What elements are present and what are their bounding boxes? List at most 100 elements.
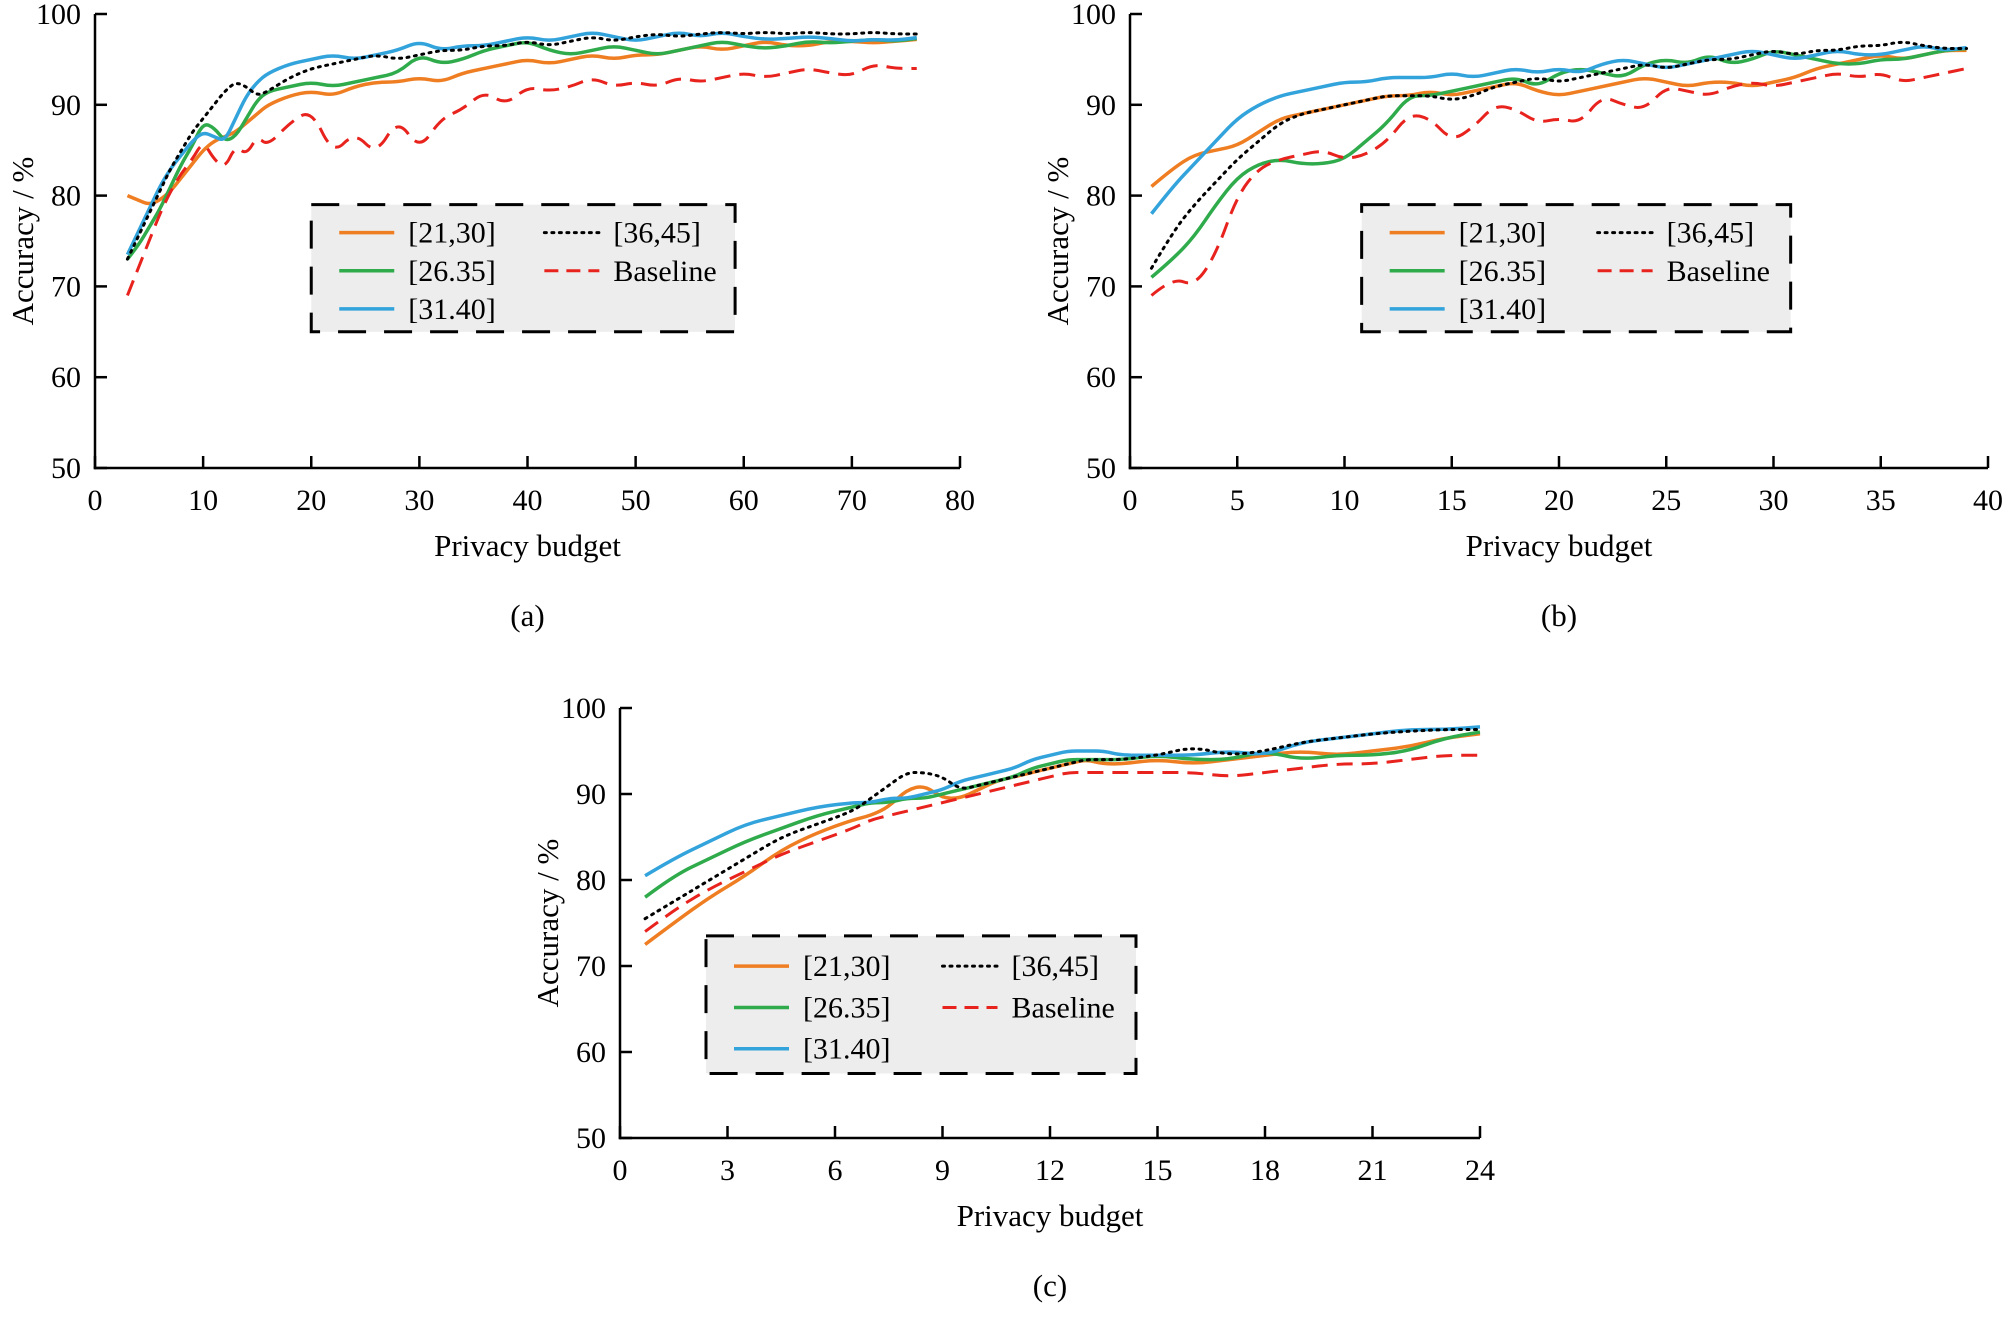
x-tick-label: 21 [1358, 1154, 1388, 1187]
y-tick-label: 100 [561, 692, 606, 725]
legend-label-[36,45]: [36,45] [1667, 217, 1754, 250]
y-axis-title: Accuracy / % [1040, 157, 1075, 326]
x-tick-label: 10 [1330, 484, 1360, 517]
series-line-[26.35] [644, 730, 1481, 899]
series-line-[36,45] [1149, 40, 1969, 270]
series-lines [1149, 40, 1969, 297]
x-tick-label: 20 [1544, 484, 1574, 517]
legend-label-[21,30]: [21,30] [408, 217, 495, 250]
legend: [21,30] [26.35] [31.40] [36,45] Baseline [1360, 203, 1793, 334]
x-tick-label: 60 [729, 484, 759, 517]
series-line-[36,45] [125, 31, 919, 261]
y-tick-label: 80 [576, 864, 606, 897]
x-tick-label: 0 [613, 1154, 628, 1187]
x-axis-ticks: 0 3 6 9 12 15 18 21 24 [613, 1126, 1495, 1187]
legend-label-[26.35]: [26.35] [1459, 255, 1546, 288]
y-tick-label: 50 [1086, 452, 1116, 485]
y-axis-ticks: 50 60 70 80 90 100 [561, 692, 632, 1155]
y-tick-label: 90 [51, 89, 81, 122]
x-tick-label: 35 [1866, 484, 1896, 517]
series-line-[21,30] [1150, 48, 1967, 188]
legend-label-[26.35]: [26.35] [408, 255, 495, 288]
legend: [21,30] [26.35] [31.40] [36,45] Baseline [704, 934, 1138, 1075]
x-tick-label: 25 [1651, 484, 1681, 517]
legend-label-[26.35]: [26.35] [803, 991, 890, 1024]
chart-c-caption: (c) [1032, 1268, 1068, 1303]
chart-c: 0 3 6 9 12 15 18 21 24 50 60 70 80 90 100 Privacy budge… [440, 660, 1580, 1334]
x-tick-label: 3 [720, 1154, 735, 1187]
chart-a: 0 10 20 30 40 50 60 70 80 50 60 70 80 90 100 Privacy bu… [0, 0, 1010, 650]
series-lines [643, 725, 1482, 946]
x-tick-label: 15 [1437, 484, 1467, 517]
y-tick-label: 60 [51, 361, 81, 394]
x-tick-label: 0 [88, 484, 103, 517]
x-tick-label: 20 [296, 484, 326, 517]
legend-label-[36,45]: [36,45] [613, 217, 700, 250]
series-line-[36,45] [643, 728, 1482, 921]
x-axis-title: Privacy budget [957, 1198, 1144, 1233]
x-tick-label: 0 [1123, 484, 1138, 517]
y-axis-ticks: 50 60 70 80 90 100 [36, 0, 107, 485]
y-axis-ticks: 50 60 70 80 90 100 [1071, 0, 1142, 485]
series-line-[31.40] [125, 31, 917, 256]
legend-label-[31.40]: [31.40] [1459, 293, 1546, 326]
chart-c-canvas: 0 3 6 9 12 15 18 21 24 50 60 70 80 90 100 Privacy budge… [530, 692, 1495, 1233]
chart-b-canvas: 0 5 10 15 20 25 30 35 40 50 60 70 80 90 100 Privacy bud… [1040, 0, 2003, 563]
y-tick-label: 100 [36, 0, 81, 31]
x-tick-label: 18 [1250, 1154, 1280, 1187]
x-tick-label: 6 [828, 1154, 843, 1187]
y-tick-label: 70 [576, 950, 606, 983]
chart-a-canvas: 0 10 20 30 40 50 60 70 80 50 60 70 80 90 100 Privacy bu… [5, 0, 975, 563]
x-tick-label: 70 [837, 484, 867, 517]
x-tick-label: 30 [404, 484, 434, 517]
series-line-[26.35] [126, 36, 917, 261]
x-axis-title: Privacy budget [434, 528, 621, 563]
x-axis-title: Privacy budget [1466, 528, 1653, 563]
y-tick-label: 100 [1071, 0, 1116, 31]
x-tick-label: 40 [513, 484, 543, 517]
legend: [21,30] [26.35] [31.40] [36,45] Baseline [309, 203, 737, 334]
legend-label-[31.40]: [31.40] [803, 1033, 890, 1066]
x-tick-label: 80 [945, 484, 975, 517]
series-lines [125, 31, 919, 297]
x-axis-ticks: 0 5 10 15 20 25 30 35 40 [1123, 456, 2003, 517]
y-tick-label: 70 [1086, 270, 1116, 303]
chart-a-caption: (a) [510, 598, 545, 633]
series-line-Baseline [644, 753, 1480, 933]
legend-label-Baseline: Baseline [613, 255, 716, 288]
x-tick-label: 15 [1143, 1154, 1173, 1187]
y-axis-title: Accuracy / % [5, 157, 40, 326]
chart-b-caption: (b) [1540, 598, 1578, 633]
x-axis-ticks: 0 10 20 30 40 50 60 70 80 [88, 456, 975, 517]
y-tick-label: 50 [576, 1122, 606, 1155]
x-tick-label: 24 [1465, 1154, 1495, 1187]
x-tick-label: 5 [1230, 484, 1245, 517]
legend-label-[21,30]: [21,30] [803, 950, 890, 983]
x-tick-label: 50 [621, 484, 651, 517]
y-tick-label: 80 [51, 180, 81, 213]
series-line-[31.40] [644, 725, 1481, 878]
series-line-Baseline [1150, 67, 1967, 297]
x-tick-label: 10 [188, 484, 218, 517]
y-axis-title: Accuracy / % [530, 839, 565, 1008]
y-tick-label: 60 [576, 1036, 606, 1069]
y-tick-label: 60 [1086, 361, 1116, 394]
y-tick-label: 90 [1086, 89, 1116, 122]
series-line-[31.40] [1150, 45, 1967, 215]
legend-label-[36,45]: [36,45] [1012, 950, 1099, 983]
y-tick-label: 70 [51, 270, 81, 303]
series-line-[26.35] [1150, 46, 1967, 279]
y-tick-label: 50 [51, 452, 81, 485]
legend-label-[21,30]: [21,30] [1459, 217, 1546, 250]
series-line-Baseline [126, 64, 917, 297]
x-tick-label: 12 [1035, 1154, 1065, 1187]
series-line-[21,30] [126, 37, 917, 206]
legend-label-Baseline: Baseline [1012, 991, 1115, 1024]
legend-label-[31.40]: [31.40] [408, 293, 495, 326]
x-tick-label: 9 [935, 1154, 950, 1187]
chart-b: 0 5 10 15 20 25 30 35 40 50 60 70 80 90 100 Privacy bud… [1020, 0, 2008, 650]
x-tick-label: 30 [1759, 484, 1789, 517]
x-tick-label: 40 [1973, 484, 2003, 517]
series-line-[21,30] [644, 732, 1481, 946]
